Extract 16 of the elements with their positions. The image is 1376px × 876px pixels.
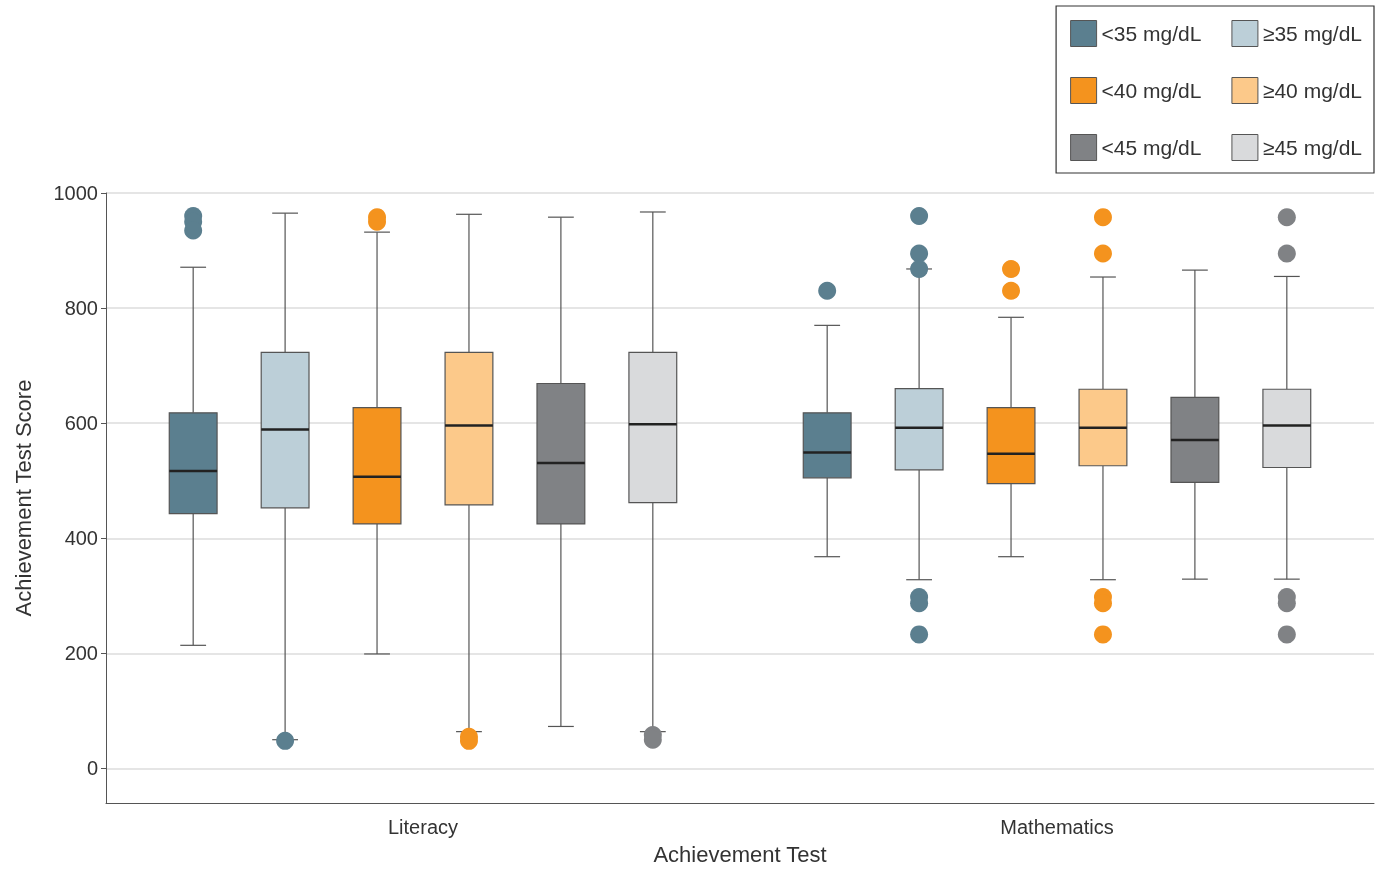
legend-label: ≥40 mg/dL [1262,79,1363,102]
legend-label: <40 mg/dL [1101,79,1202,102]
y-tick-label: 200 [64,642,98,665]
x-tick-label: Mathematics [1000,816,1114,838]
legend-label: ≥35 mg/dL [1262,22,1363,45]
x-axis-title: Achievement Test [653,841,827,867]
y-axis-title: Achievement Test Score [10,379,36,617]
legend-label: <45 mg/dL [1101,136,1202,159]
y-tick-label: 400 [64,527,98,550]
legend-label: ≥45 mg/dL [1262,136,1363,159]
legend-label: <35 mg/dL [1101,22,1202,45]
y-tick-label: 800 [64,297,98,320]
x-tick-label: Literacy [387,816,459,838]
y-tick-label: 0 [86,757,98,780]
y-tick-label: 600 [64,412,98,435]
y-tick-label: 1000 [53,182,98,204]
